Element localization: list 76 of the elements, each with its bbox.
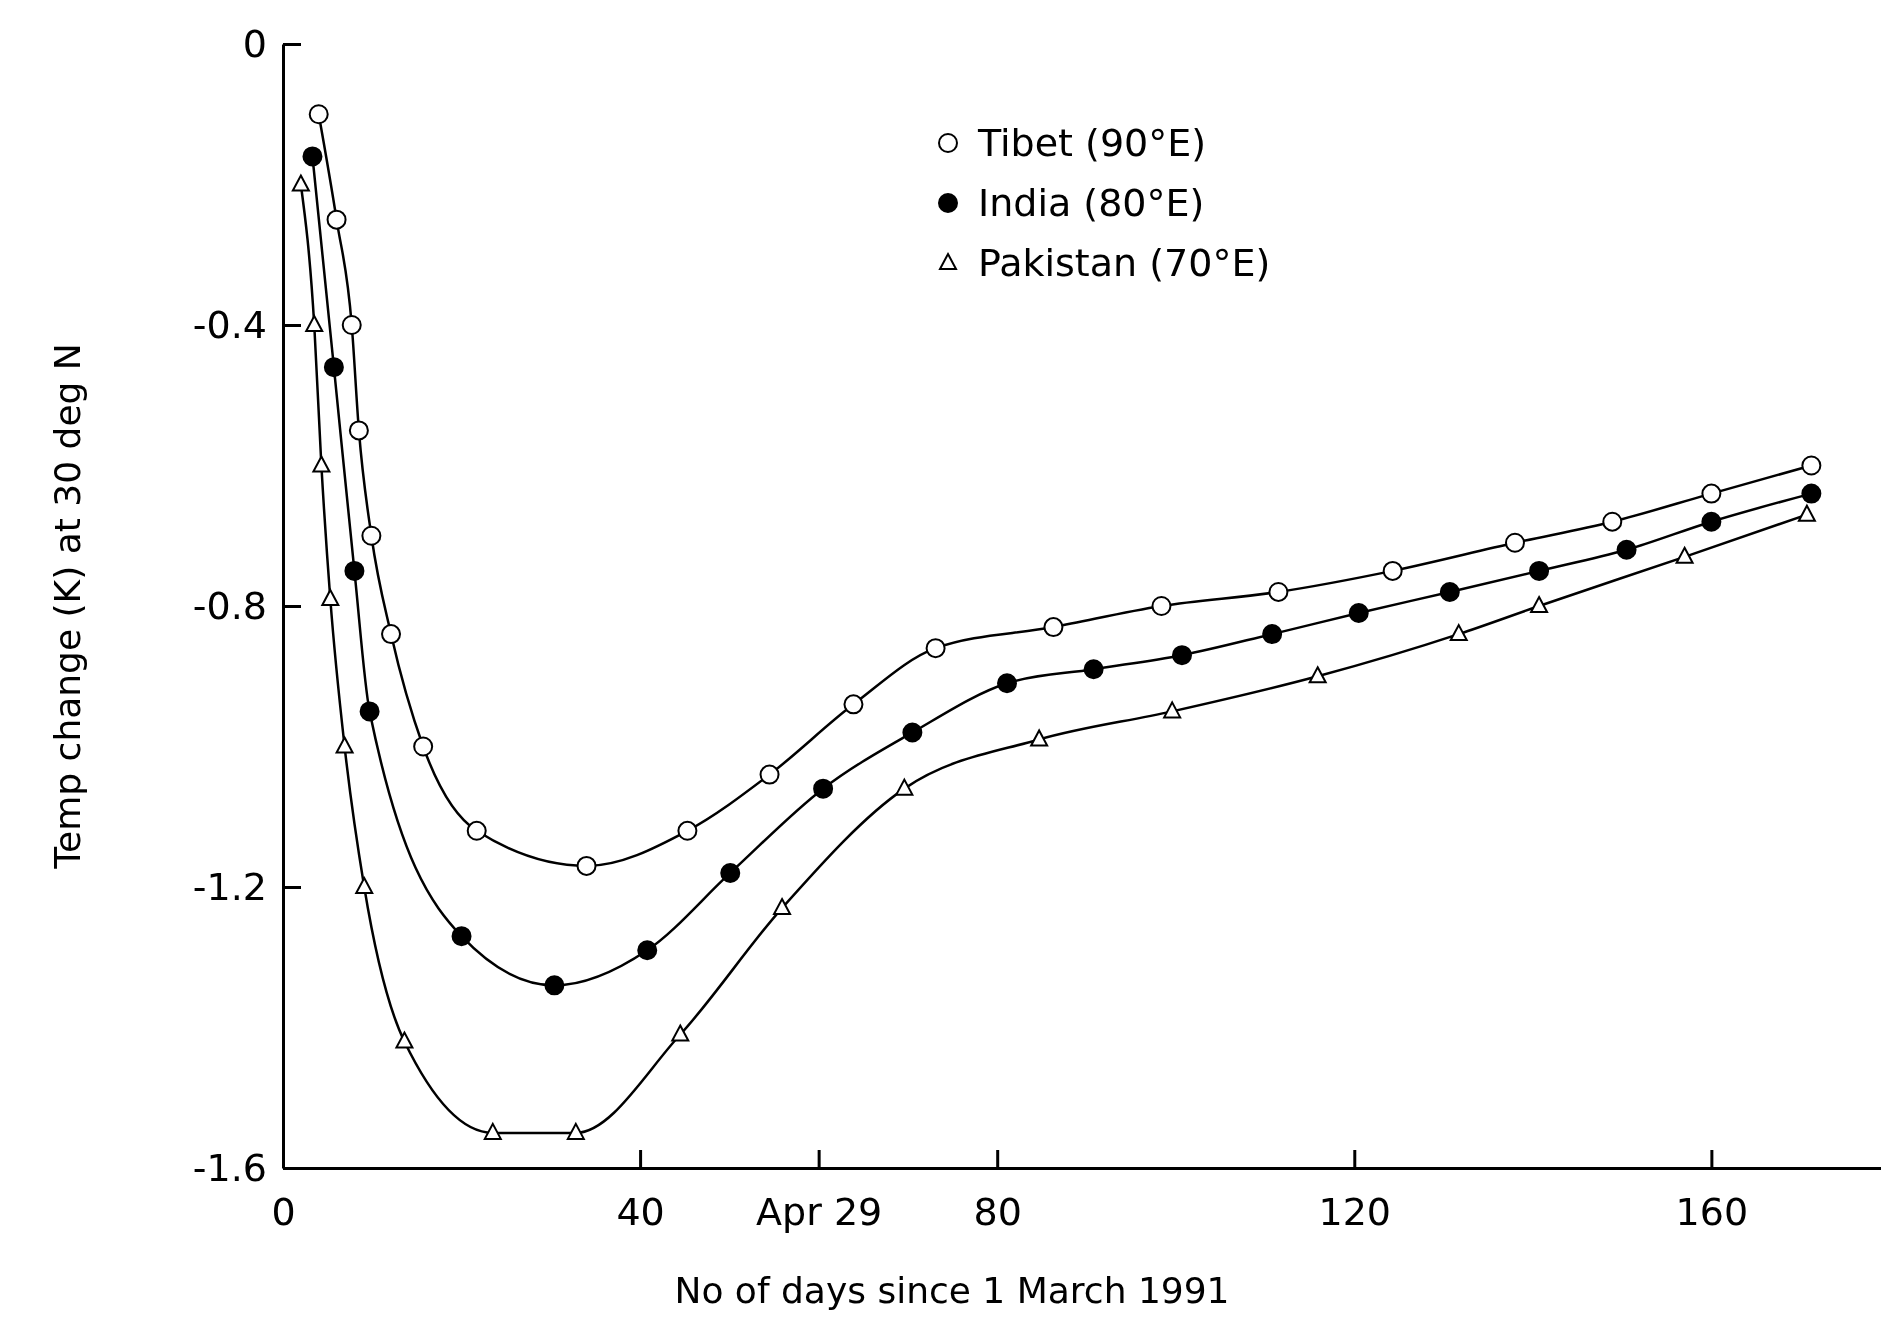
point: [1382, 560, 1403, 581]
legend-label: Pakistan (70°E): [978, 241, 1271, 285]
point: [843, 694, 864, 715]
point: [759, 764, 780, 785]
x-tick-label: 0: [271, 1189, 296, 1234]
point: [1151, 596, 1172, 616]
point: [466, 820, 487, 841]
point: [1701, 511, 1722, 532]
point: [1602, 511, 1623, 532]
point: [1701, 483, 1722, 504]
point: [566, 1122, 585, 1140]
point: [302, 146, 323, 167]
point: [997, 673, 1018, 694]
legend-label: India (80°E): [978, 181, 1205, 225]
point: [321, 588, 340, 606]
point: [361, 525, 382, 546]
x-tick-label: 40: [616, 1189, 665, 1234]
x-tick-label: Apr 29: [756, 1189, 883, 1234]
point: [1449, 624, 1468, 642]
point: [1083, 659, 1104, 680]
y-tick-label: -0.8: [192, 583, 267, 628]
point: [326, 209, 347, 230]
point: [381, 624, 402, 645]
point: [576, 855, 597, 876]
y-tick-label: -1.2: [192, 864, 267, 909]
point: [1171, 645, 1192, 666]
point: [773, 898, 792, 916]
point: [323, 357, 344, 378]
point: [355, 877, 374, 894]
y-tick-label: -0.4: [192, 302, 267, 347]
point: [451, 926, 472, 947]
point: [544, 975, 565, 996]
point: [483, 1122, 502, 1140]
point: [291, 174, 310, 192]
x-tick-label: 120: [1318, 1189, 1392, 1234]
point: [413, 736, 434, 757]
y-tick-label: -1.6: [192, 1145, 267, 1190]
point: [1530, 596, 1549, 613]
point: [344, 560, 365, 581]
point: [677, 820, 698, 841]
point: [1675, 546, 1694, 564]
point: [925, 638, 946, 659]
point: [1439, 581, 1460, 602]
x-tick-label: 160: [1675, 1189, 1749, 1234]
point: [637, 940, 658, 961]
point: [1043, 617, 1064, 638]
point: [308, 104, 329, 125]
legend-label: Tibet (90°E): [977, 121, 1207, 165]
point: [1797, 504, 1816, 522]
point: [1348, 603, 1369, 624]
x-tick-label: 80: [973, 1189, 1022, 1234]
point: [902, 722, 923, 743]
point: [341, 315, 362, 335]
y-axis-title: Temp change (K) at 30 deg N: [47, 343, 88, 870]
point: [359, 701, 380, 722]
point: [813, 778, 834, 799]
point: [1801, 483, 1822, 504]
point: [671, 1024, 690, 1042]
x-axis-title: No of days since 1 March 1991: [674, 1270, 1230, 1311]
point: [1163, 701, 1182, 719]
y-tick-label: 0: [242, 21, 267, 66]
point: [1030, 729, 1049, 747]
point: [348, 420, 369, 441]
point: [305, 315, 324, 332]
point: [1268, 581, 1289, 602]
point: [335, 736, 354, 754]
point: [312, 455, 331, 473]
point: [395, 1031, 414, 1049]
point: [1262, 624, 1283, 645]
point: [1801, 455, 1822, 476]
point: [1529, 560, 1550, 581]
point: [1616, 539, 1637, 560]
point: [1308, 666, 1327, 684]
point: [720, 862, 741, 883]
point: [1504, 532, 1525, 553]
point: [895, 778, 914, 796]
